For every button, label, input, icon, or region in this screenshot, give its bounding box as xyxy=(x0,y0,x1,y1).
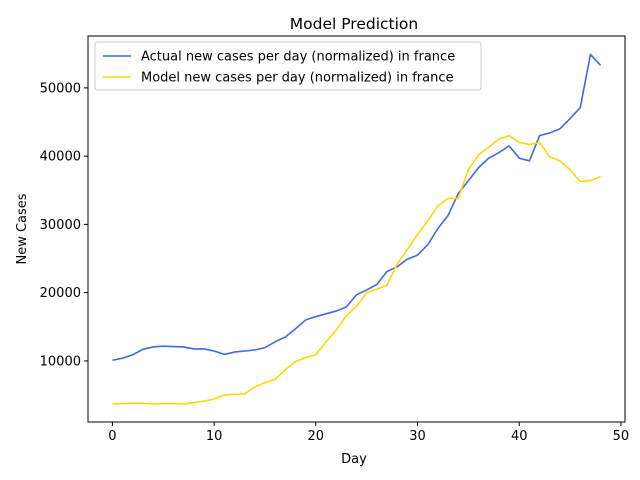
legend-entry-model: Model new cases per day (normalized) in … xyxy=(141,71,454,86)
x-axis: 0 10 20 30 40 50 xyxy=(108,422,629,444)
y-axis: 10000 20000 30000 40000 50000 xyxy=(40,81,88,369)
y-tick-label: 10000 xyxy=(40,354,81,369)
x-tick-label: 20 xyxy=(308,429,325,444)
y-tick-label: 20000 xyxy=(40,286,81,301)
legend: Actual new cases per day (normalized) in… xyxy=(94,41,482,91)
plot-frame xyxy=(87,35,626,423)
y-tick-label: 40000 xyxy=(40,150,81,165)
legend-entry-actual: Actual new cases per day (normalized) in… xyxy=(141,50,455,65)
x-tick-label: 10 xyxy=(206,429,223,444)
model-series-line xyxy=(112,134,601,405)
x-tick-label: 0 xyxy=(108,429,116,444)
x-axis-label: Day xyxy=(341,452,367,467)
plot-area: 0 10 20 30 40 50 10000 20000 30000 40000 50000 xyxy=(40,35,629,444)
y-tick-label: 50000 xyxy=(40,81,81,96)
y-tick-label: 30000 xyxy=(40,218,81,233)
series-lines xyxy=(112,53,602,405)
x-tick-label: 50 xyxy=(613,429,630,444)
legend-box xyxy=(94,41,482,91)
x-tick-label: 30 xyxy=(409,429,426,444)
chart-title: Model Prediction xyxy=(290,15,418,33)
x-tick-label: 40 xyxy=(511,429,528,444)
y-axis-label: New Cases xyxy=(15,193,30,264)
actual-series-line xyxy=(112,53,602,362)
